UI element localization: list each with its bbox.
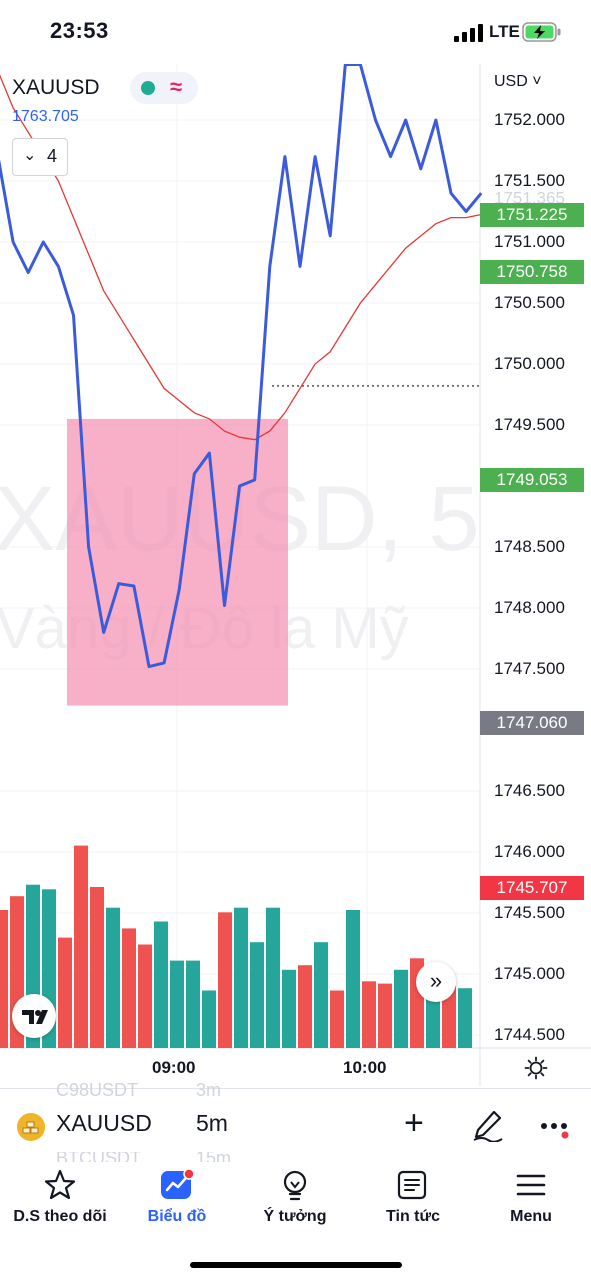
pen-icon[interactable] [472,1108,504,1142]
price-tick: 1751.500 [494,171,565,191]
volume-bar [394,970,408,1048]
lightbulb-icon [278,1168,312,1202]
price-tick: 1748.500 [494,537,565,557]
scroll-to-latest-button[interactable]: » [416,962,456,1002]
volume-bar [106,908,120,1048]
volume-bar [362,981,376,1048]
volume-bar [346,910,360,1048]
volume-bar [234,908,248,1048]
price-tag: 1750.758 [480,260,584,284]
price-tick: 1752.000 [494,110,565,130]
gold-bars-icon [17,1113,45,1141]
price-tick: 1747.500 [494,659,565,679]
market-open-icon [141,81,155,95]
nav-label: Ý tưởng [235,1208,355,1226]
volume-bar [186,961,200,1048]
plus-icon[interactable]: + [404,1104,424,1143]
nav-label: Biểu đồ [117,1208,237,1226]
chart-icon [159,1168,195,1202]
volume-bar [0,910,8,1048]
volume-bar [170,961,184,1048]
nav-ideas[interactable]: Ý tưởng [235,1168,355,1226]
star-icon [43,1168,77,1202]
volume-bar [314,942,328,1048]
volume-bar [74,846,88,1048]
double-chevron-right-icon: » [430,968,442,993]
chart-last-price: 1763.705 [12,108,79,126]
volume-bar [458,988,472,1048]
signal-icon [454,24,484,42]
volume-bar [138,945,152,1049]
network-type: LTE [489,22,520,42]
nav-label: Menu [471,1208,591,1226]
battery-charging-icon [522,22,562,42]
indicators-count: 4 [47,146,57,167]
price-tick: 1746.000 [494,842,565,862]
chevron-down-icon: ⌄ [23,145,36,165]
symbol-button[interactable]: XAUUSD [56,1110,152,1137]
volume-bar [378,984,392,1048]
volume-bar [202,991,216,1049]
market-status-pill[interactable]: ≈ [130,72,198,104]
currency-label: USD [494,73,528,90]
price-tick: 1745.500 [494,903,565,923]
price-tick: 1744.500 [494,1025,565,1045]
price-tag: 1751.225 [480,203,584,227]
more-icon[interactable] [540,1120,572,1140]
volume-bar [298,965,312,1048]
price-tick: 1751.000 [494,232,565,252]
volume-bar [250,942,264,1048]
volume-bar [282,970,296,1048]
status-time: 23:53 [50,18,109,44]
home-indicator [190,1262,402,1268]
tradingview-logo-icon [12,994,56,1038]
volume-bar [58,938,72,1048]
price-tag: 1745.707 [480,876,584,900]
volume-bar [154,922,168,1049]
gear-icon[interactable] [524,1056,548,1080]
chart-symbol[interactable]: XAUUSD [12,76,100,100]
indicators-toggle-button[interactable]: ⌄ 4 [12,138,68,176]
price-tick: 1746.500 [494,781,565,801]
volume-bar [330,991,344,1049]
price-tag: 1749.053 [480,468,584,492]
menu-icon [514,1168,548,1202]
volume-bar [122,928,136,1048]
price-tick: 1750.000 [494,354,565,374]
volume-bar [266,908,280,1048]
nav-watchlist[interactable]: D.S theo dõi [0,1168,120,1226]
currency-selector[interactable]: USD ˅ [494,73,542,91]
news-icon [396,1168,430,1202]
nav-chart[interactable]: Biểu đồ [117,1168,237,1226]
nav-menu[interactable]: Menu [471,1168,591,1226]
time-tick-1000: 10:00 [343,1058,386,1078]
volume-bar [90,887,104,1048]
approx-icon: ≈ [170,74,182,100]
price-tick: 1745.000 [494,964,565,984]
price-tag: 1747.060 [480,711,584,735]
interval-button[interactable]: 5m [196,1110,228,1137]
nav-news[interactable]: Tin tức [353,1168,473,1226]
price-tick: 1749.500 [494,415,565,435]
nav-label: D.S theo dõi [0,1208,120,1226]
price-tick: 1748.000 [494,598,565,618]
volume-bar [218,912,232,1048]
price-tick: 1750.500 [494,293,565,313]
nav-label: Tin tức [353,1208,473,1226]
tradingview-logo[interactable] [12,994,56,1038]
time-tick-0900: 09:00 [152,1058,195,1078]
